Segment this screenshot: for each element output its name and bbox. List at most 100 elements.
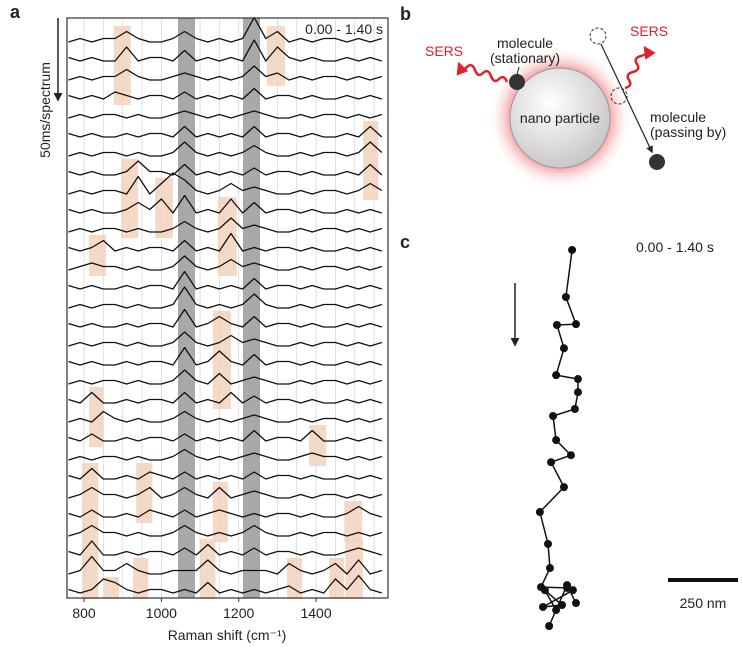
position-point xyxy=(558,601,566,609)
x-tick-label: 1200 xyxy=(223,605,254,621)
position-point xyxy=(561,293,570,301)
spectrum xyxy=(68,286,382,309)
spectrum xyxy=(68,391,382,404)
stationary-label: (stationary) xyxy=(490,50,560,66)
position-point xyxy=(552,371,561,380)
molecule-after xyxy=(649,154,665,170)
position-point xyxy=(568,586,577,595)
peak-highlight xyxy=(266,26,286,86)
position-point xyxy=(545,564,554,573)
peak-highlight xyxy=(212,311,231,409)
position-point xyxy=(547,458,556,467)
spectrum xyxy=(68,486,382,499)
panel-label: b xyxy=(400,4,411,24)
peak-highlight xyxy=(133,558,149,599)
passing-label: (passing by) xyxy=(650,124,726,140)
spectrum xyxy=(68,194,382,214)
trajectory-arrow xyxy=(600,43,653,154)
spectrum xyxy=(68,125,383,138)
x-tick-label: 800 xyxy=(72,605,96,621)
spectrum xyxy=(68,369,382,385)
position-point xyxy=(573,375,582,384)
spectrum xyxy=(68,217,382,233)
y-axis-label: 50ms/spectrum xyxy=(37,62,53,158)
molecule-before xyxy=(589,27,607,45)
position-point xyxy=(570,405,579,413)
position-point xyxy=(573,388,582,397)
particle-label: nano particle xyxy=(520,110,600,126)
spectrum xyxy=(68,39,382,62)
spectrum xyxy=(68,65,382,81)
plot-frame xyxy=(66,17,389,599)
position-point xyxy=(552,321,561,329)
spectrum xyxy=(68,346,382,366)
panel-c: c 0.00 - 1.40 s 250 nm xyxy=(400,232,738,630)
spectrum xyxy=(68,110,382,119)
spectrum xyxy=(68,16,382,43)
spectrum xyxy=(68,540,382,556)
time-label: 0.00 - 1.40 s xyxy=(636,239,714,255)
position-point xyxy=(559,344,568,353)
panel-label: c xyxy=(400,232,410,252)
peak-highlight xyxy=(155,178,173,238)
position-point xyxy=(568,245,577,254)
position-point xyxy=(552,436,561,445)
stationary-label: molecule xyxy=(497,35,553,51)
sers-emission xyxy=(624,45,656,90)
spectrum xyxy=(68,429,382,442)
position-point xyxy=(566,451,575,460)
peak-highlight xyxy=(212,482,228,542)
sers-label: SERS xyxy=(630,23,668,39)
sers-label: SERS xyxy=(425,43,463,59)
scale-bar-label: 250 nm xyxy=(680,595,727,611)
position-point xyxy=(535,508,544,517)
sers-emission xyxy=(456,61,509,83)
x-axis-label: Raman shift (cm⁻¹) xyxy=(168,627,287,643)
leader xyxy=(516,66,520,75)
peak-highlight xyxy=(121,159,139,238)
panel-label: a xyxy=(10,2,21,22)
peak-highlight xyxy=(345,539,363,599)
position-point xyxy=(540,586,549,595)
peak-highlight xyxy=(82,463,99,599)
spectrum xyxy=(68,505,382,518)
molecule-stationary xyxy=(509,74,525,90)
spectrum xyxy=(68,141,383,157)
peak-highlight xyxy=(344,501,363,542)
spectrum xyxy=(68,172,383,195)
spectrum xyxy=(68,255,382,271)
time-label: 0.00 - 1.40 s xyxy=(305,21,383,37)
spectrum xyxy=(68,555,382,575)
position-point xyxy=(563,581,572,590)
panel-b: b nano particle molecule (stationary) SE… xyxy=(400,4,726,190)
peak-highlight xyxy=(287,558,303,599)
position-point xyxy=(549,412,558,420)
spectrum xyxy=(68,331,382,347)
spectrum xyxy=(68,270,382,290)
peak-highlight xyxy=(89,387,104,447)
position-point xyxy=(544,539,552,548)
position-point xyxy=(559,483,568,492)
position-point xyxy=(572,599,580,608)
spectrum xyxy=(68,160,383,176)
peak-highlight xyxy=(363,121,379,200)
peak-highlight xyxy=(217,197,237,276)
passing-label: molecule xyxy=(650,109,706,125)
spectrum xyxy=(68,232,382,252)
panel-a: a 50ms/spectrum Raman shift (cm⁻¹) 800 10… xyxy=(10,2,389,643)
position-point xyxy=(545,622,554,630)
spectrum xyxy=(68,467,382,480)
spectrum xyxy=(68,308,382,328)
spectrum xyxy=(68,87,382,100)
spectrum xyxy=(68,410,382,423)
position-point xyxy=(538,602,547,611)
x-tick-label: 1400 xyxy=(300,605,331,621)
molecule-passing xyxy=(610,87,628,105)
nano-particle xyxy=(509,67,611,169)
x-tick-label: 1000 xyxy=(146,605,177,621)
spectrum xyxy=(68,524,382,537)
position-point xyxy=(552,606,561,615)
position-point xyxy=(572,320,580,329)
peak-highlight xyxy=(113,26,131,105)
